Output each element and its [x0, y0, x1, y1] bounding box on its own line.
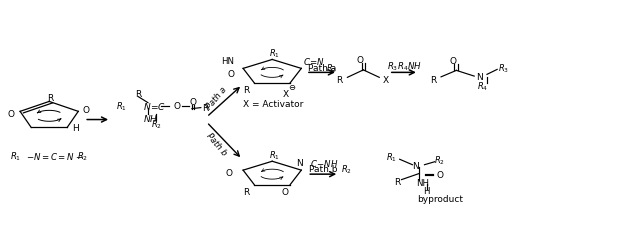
Text: R: R: [47, 93, 54, 102]
Text: O: O: [8, 110, 15, 118]
Text: $C\!-\!NH$: $C\!-\!NH$: [310, 158, 339, 169]
Text: $R_3R_4NH$: $R_3R_4NH$: [387, 60, 422, 73]
Text: $\ominus$: $\ominus$: [289, 83, 297, 92]
Text: HN: HN: [221, 57, 234, 66]
Text: $R_2$: $R_2$: [341, 163, 352, 176]
Text: byproduct: byproduct: [417, 195, 463, 204]
Text: Path b: Path b: [205, 130, 228, 156]
Text: $R_3$: $R_3$: [498, 62, 509, 75]
Text: R: R: [135, 90, 141, 98]
Text: O: O: [436, 170, 444, 179]
Text: O: O: [189, 98, 196, 107]
Text: H: H: [72, 124, 79, 133]
Text: R: R: [336, 76, 342, 84]
Text: $R_2$: $R_2$: [326, 62, 337, 74]
Text: $R_1$: $R_1$: [269, 149, 280, 162]
Text: $R_2$: $R_2$: [77, 150, 88, 162]
Text: R: R: [430, 76, 436, 84]
Text: O: O: [227, 70, 234, 79]
Text: O: O: [225, 169, 232, 178]
Text: O: O: [356, 56, 364, 65]
Text: R: R: [202, 103, 209, 112]
Text: O: O: [173, 102, 180, 111]
Text: $R_1$: $R_1$: [10, 150, 21, 162]
Text: Path b: Path b: [309, 164, 337, 173]
Text: Path a: Path a: [308, 64, 336, 72]
Text: N: N: [412, 161, 419, 170]
Text: X: X: [383, 76, 388, 84]
Text: O: O: [282, 187, 289, 196]
Text: Path a: Path a: [205, 85, 228, 111]
Text: $R_2$: $R_2$: [151, 118, 162, 130]
Text: $R_1$: $R_1$: [269, 48, 280, 60]
Text: R: R: [244, 187, 250, 196]
Text: $-N=C=N-$: $-N=C=N-$: [26, 150, 83, 162]
Text: $NH$: $NH$: [143, 112, 158, 123]
Text: O: O: [82, 106, 89, 115]
Text: $C\!=\!N$: $C\!=\!N$: [303, 56, 325, 67]
Text: O: O: [449, 57, 456, 66]
Text: X = Activator: X = Activator: [243, 100, 303, 108]
Text: N: N: [476, 72, 483, 81]
Text: $N\!=\!C$: $N\!=\!C$: [143, 101, 166, 112]
Text: $R_1$: $R_1$: [385, 150, 396, 163]
Text: $R_2$: $R_2$: [435, 154, 445, 166]
Text: $R_1$: $R_1$: [116, 100, 127, 113]
Text: N: N: [296, 159, 303, 168]
Text: X: X: [283, 90, 289, 98]
Text: NH: NH: [416, 178, 429, 187]
Text: R: R: [395, 178, 401, 186]
Text: R: R: [244, 86, 250, 95]
Text: $R_4$: $R_4$: [477, 80, 488, 93]
Text: H: H: [423, 186, 429, 195]
